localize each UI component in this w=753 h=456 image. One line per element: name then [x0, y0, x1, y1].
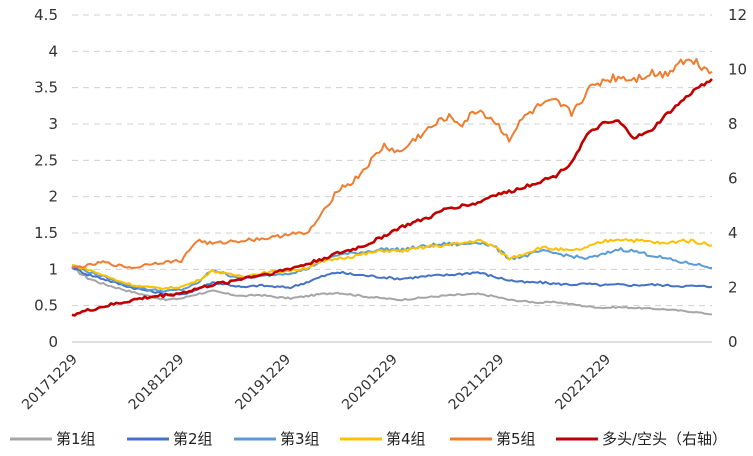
left-tick-label: 3.5 [34, 79, 58, 97]
right-tick-label: 2 [728, 279, 738, 297]
x-tick-label: 20201229 [339, 352, 401, 414]
left-tick-label: 1 [48, 260, 58, 278]
legend-label: 第4组 [386, 430, 426, 448]
x-tick-label: 20191229 [232, 352, 294, 414]
right-tick-label: 4 [728, 224, 738, 242]
right-axis: 0 2 4 6 8 10 12 [728, 6, 747, 351]
x-tick-label: 20171229 [19, 352, 81, 414]
legend-label: 第5组 [496, 430, 536, 448]
legend-label: 多头/空头（右轴） [602, 430, 727, 448]
gridlines [72, 14, 712, 343]
left-axis: 0 0.5 1 1.5 2 2.5 3 3.5 4 4.5 [34, 6, 58, 351]
x-tick-label: 20181229 [126, 352, 188, 414]
series-line-5 [71, 57, 713, 270]
right-tick-label: 8 [728, 115, 738, 133]
series-line-4 [71, 238, 713, 290]
right-tick-label: 10 [728, 61, 747, 79]
legend-label: 第1组 [56, 430, 96, 448]
series-lines [71, 57, 713, 317]
left-tick-label: 4 [48, 42, 58, 60]
left-tick-label: 3 [48, 115, 58, 133]
x-axis: 20171229 20181229 20191229 20201229 20211229… [19, 352, 614, 414]
left-tick-label: 1.5 [34, 224, 58, 242]
left-tick-label: 0.5 [34, 297, 58, 315]
series-line-3 [71, 241, 713, 293]
legend: 第1组 第2组 第3组 第4组 第5组 多头/空头（右轴） [10, 430, 727, 448]
x-tick-label: 20221229 [552, 352, 614, 414]
right-tick-label: 0 [728, 333, 738, 351]
x-tick-label: 20211229 [446, 352, 508, 414]
left-tick-label: 2 [48, 188, 58, 206]
left-tick-label: 4.5 [34, 6, 58, 24]
right-tick-label: 12 [728, 6, 747, 24]
legend-label: 第3组 [280, 430, 320, 448]
left-tick-label: 2.5 [34, 151, 58, 169]
left-tick-label: 0 [48, 333, 58, 351]
series-line-1 [71, 266, 713, 316]
legend-label: 第2组 [173, 430, 213, 448]
series-line-6 [71, 78, 713, 317]
right-tick-label: 6 [728, 170, 738, 188]
